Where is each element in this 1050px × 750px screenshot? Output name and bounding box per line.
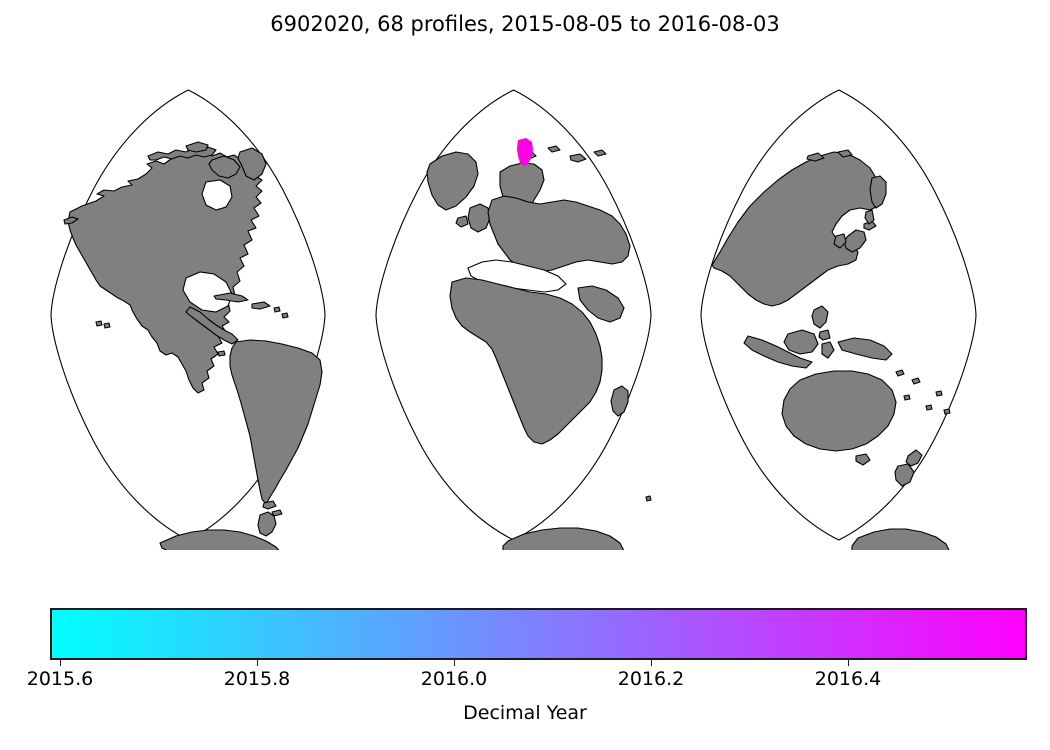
coastline-asia (711, 151, 883, 307)
coastline-lesser-antilles (273, 306, 289, 319)
coastline-africa (449, 277, 603, 445)
colorbar-tick-label: 2015.6 (26, 668, 94, 690)
coastline-borneo (783, 329, 819, 355)
coastline-pacific-islands (895, 369, 951, 415)
coastline-greenland-east (426, 151, 479, 211)
coastline-australia (781, 370, 897, 452)
coastline-kamchatka (869, 175, 887, 209)
coastline-cuba (213, 292, 249, 303)
coastline-new-guinea (837, 337, 893, 361)
coastline-greenland-west (237, 147, 267, 181)
page-title: 6902020, 68 profiles, 2015-08-05 to 2016… (270, 12, 780, 36)
coastline-antarctica-east (851, 528, 950, 550)
colorbar-gradient (52, 610, 1025, 658)
coastline-british-isles (455, 203, 491, 233)
data-point-marker (518, 140, 526, 148)
coastline-novaya-zemlya (569, 153, 587, 163)
coastline-antarctic-peninsula (257, 511, 277, 537)
colorbar-tick-mark (848, 660, 849, 666)
colorbar-tick-mark (651, 660, 652, 666)
colorbar-tick-label: 2016.2 (617, 668, 685, 690)
colorbar-tick-label: 2015.8 (223, 668, 291, 690)
data-point-marker (524, 152, 532, 160)
coastline-korea (833, 233, 847, 249)
coastline-europe (487, 195, 631, 273)
data-point-marker (520, 156, 528, 164)
coastline-japan (843, 220, 877, 253)
hudson-bay (201, 179, 233, 211)
coastline-aleutians (63, 216, 79, 225)
coastline-ellesmere (185, 141, 209, 153)
coastline-new-zealand (894, 449, 923, 487)
world-map (0, 60, 1050, 550)
colorbar-frame[interactable] (50, 608, 1027, 660)
coastline-galapagos (217, 350, 226, 357)
colorbar-tick-label: 2016.0 (420, 668, 488, 690)
coastline-madagascar (610, 385, 629, 417)
gulf-of-mexico (182, 271, 233, 313)
coastline-hispaniola (251, 301, 271, 310)
coastline-south-america-west (229, 339, 323, 505)
coastline-antarctica-west (159, 529, 280, 550)
data-point-marker (516, 146, 524, 154)
colorbar-ticks: 2015.6 2015.8 2016.0 2016.2 2016.4 (0, 660, 1050, 700)
coastline-central-america (185, 306, 239, 345)
coastline-arabia (577, 285, 625, 323)
colorbar-tick-mark (257, 660, 258, 666)
coastline-sumatra-java (743, 335, 813, 369)
coastline-falklands (271, 509, 283, 517)
coastline-hawaii (95, 320, 111, 329)
coastline-baffin-island (208, 155, 241, 179)
map-lobe-africa-europe (375, 89, 652, 550)
coastline-new-siberian-islands (806, 149, 853, 162)
data-point-marker (522, 144, 530, 152)
coastline-arctic-isles-center (547, 145, 607, 157)
data-point-cluster (516, 138, 533, 166)
lobe-outline-asia-oceania (700, 89, 977, 541)
coastline-tierra-del-fuego (262, 500, 277, 510)
colorbar-tick-mark (454, 660, 455, 666)
world-map-svg (50, 89, 977, 550)
colorbar-axis-label: Decimal Year (463, 702, 587, 724)
coastline-tasmania (855, 453, 871, 466)
colorbar-tick-label: 2016.4 (814, 668, 882, 690)
map-lobe-asia-oceania (700, 89, 977, 550)
colorbar-tick-mark (60, 660, 61, 666)
coastline-sakhalin (864, 209, 875, 225)
map-lobe-americas (50, 89, 326, 550)
coastline-small-island-atlantic (645, 495, 652, 502)
coastline-antarctica-center (502, 527, 625, 550)
coastline-sulawesi (821, 341, 835, 359)
coastline-philippines (811, 305, 831, 341)
colorbar: 2015.6 2015.8 2016.0 2016.2 2016.4 Decimal Y… (0, 598, 1050, 738)
